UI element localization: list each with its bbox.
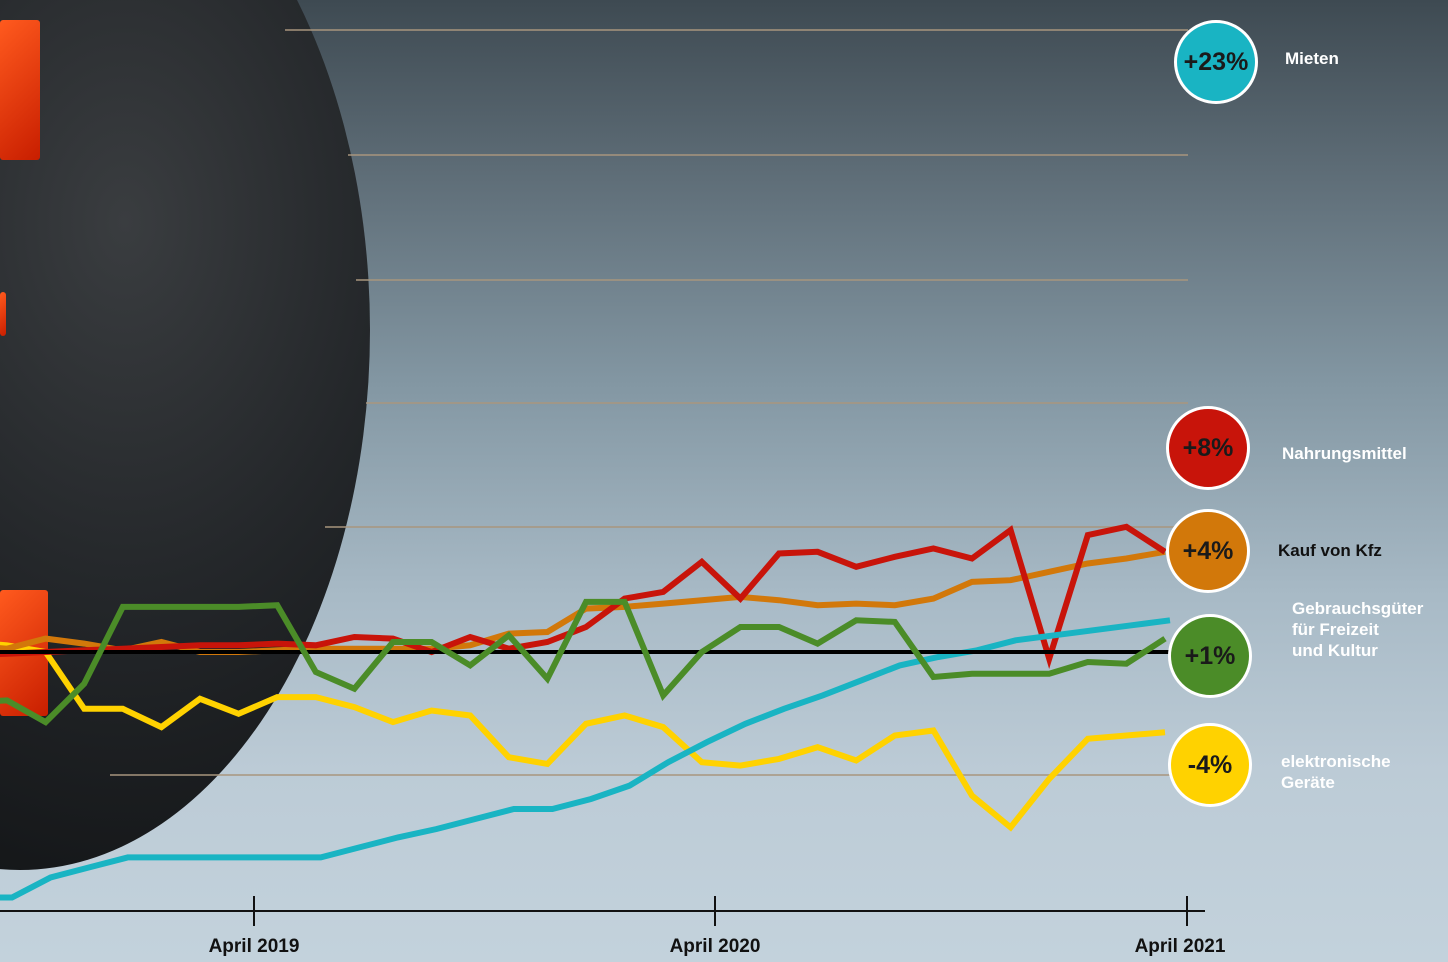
end-value-badge-nahrungsmittel: +8% xyxy=(1166,406,1250,490)
x-axis xyxy=(0,896,1205,926)
glowing-slot-middle xyxy=(0,292,6,336)
x-tick-label-april-2020: April 2020 xyxy=(669,936,761,957)
glowing-slot-top xyxy=(0,20,40,160)
x-tick-label-april-2019: April 2019 xyxy=(208,936,300,957)
series-label-freizeit: Gebrauchsgüter für Freizeit und Kultur xyxy=(1292,599,1424,660)
series-line-mieten xyxy=(0,617,1171,901)
series-lines xyxy=(0,523,1188,901)
series-label-elektronik: elektronische Geräte xyxy=(1281,752,1391,792)
end-value-badge-freizeit: +1% xyxy=(1168,614,1252,698)
series-line-kfz xyxy=(0,548,1166,655)
series-line-freizeit xyxy=(0,598,1167,726)
series-label-kfz: Kauf von Kfz xyxy=(1278,541,1382,560)
end-value-badge-mieten: +23% xyxy=(1174,20,1258,104)
series-label-mieten: Mieten xyxy=(1285,49,1339,68)
series-line-elektronik xyxy=(0,641,1166,832)
x-tick-label-april-2021: April 2021 xyxy=(1134,936,1226,957)
series-label-nahrungsmittel: Nahrungsmittel xyxy=(1282,444,1407,463)
end-value-badge-kfz: +4% xyxy=(1166,509,1250,593)
end-value-badge-elektronik: -4% xyxy=(1168,723,1252,807)
